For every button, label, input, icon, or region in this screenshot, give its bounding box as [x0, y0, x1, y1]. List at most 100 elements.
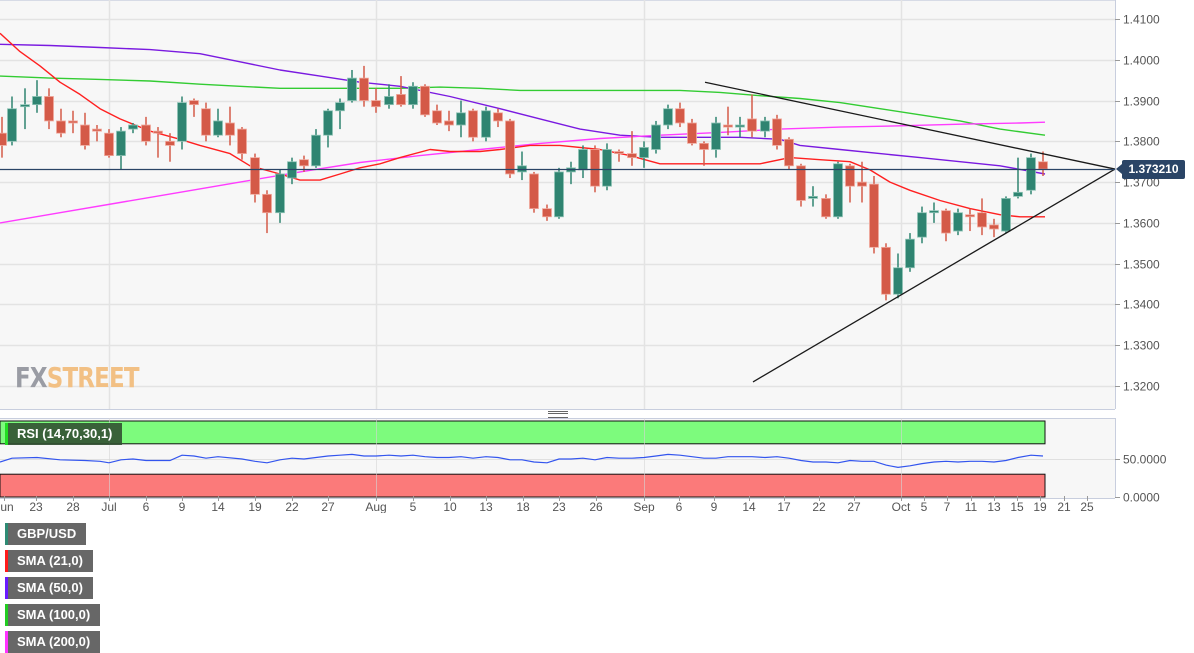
candle-body — [808, 195, 818, 199]
candle-body — [141, 124, 151, 142]
bearish-candle — [881, 243, 891, 301]
candle-body — [747, 118, 757, 132]
date-x-axis: Jun 23 28 Jul 6 9 14 19 22 27 Aug 5 10 13 18 23 26 Sep 6 9 1… — [0, 496, 1115, 514]
bearish-candle — [420, 84, 430, 117]
price-chart[interactable]: 1.4100 1.4000 1.3900 1.3800 1.3700 1.3600 1.35… — [0, 0, 1194, 514]
bearish-candle — [784, 137, 794, 170]
x-tick-label: 27 — [847, 500, 861, 513]
bullish-candle — [335, 98, 345, 130]
candle-body — [833, 163, 843, 218]
candle-body — [56, 120, 66, 134]
bullish-candle — [1013, 157, 1023, 199]
candle-body — [590, 149, 600, 187]
bullish-candle — [1026, 153, 1036, 195]
bearish-candle — [396, 76, 406, 107]
candle-body — [116, 130, 126, 157]
candle-body — [723, 124, 733, 128]
candle-body — [554, 171, 564, 218]
candle-body — [201, 108, 211, 136]
legend-swatch — [5, 523, 8, 545]
upper-trendline — [704, 81, 1116, 170]
x-tick-label: 28 — [66, 500, 80, 513]
candle-body — [225, 122, 235, 136]
legend-item-sma21[interactable]: SMA (21,0) — [5, 550, 93, 572]
price-grid — [0, 0, 1115, 409]
bearish-candle — [614, 149, 624, 162]
bullish-candle — [456, 100, 466, 138]
bearish-candle — [989, 218, 999, 238]
bullish-candle — [275, 169, 285, 223]
bearish-candle — [44, 88, 54, 130]
candle-body — [699, 142, 709, 150]
candle-body — [989, 224, 999, 230]
bullish-candle — [7, 96, 17, 146]
x-tick-label: 13 — [987, 500, 1001, 513]
pane-resize-handle[interactable] — [548, 411, 568, 418]
candle-body — [1001, 198, 1011, 232]
candle-body — [651, 124, 661, 150]
bearish-candle — [141, 116, 151, 146]
bearish-candle — [237, 127, 247, 160]
bearish-candle — [821, 194, 831, 219]
bearish-candle — [772, 114, 782, 150]
candle-body — [941, 210, 951, 234]
bullish-candle — [663, 104, 673, 130]
candle-body — [735, 124, 745, 128]
x-tick-label: 23 — [552, 500, 566, 513]
candle-body — [347, 77, 357, 101]
y-tick-label: 1.4100 — [1123, 13, 1160, 27]
fxstreet-logo: FXSTREET — [15, 361, 140, 394]
legend-item-sma200[interactable]: SMA (200,0) — [5, 631, 101, 653]
candle-body — [602, 149, 612, 187]
bullish-candle — [651, 120, 661, 154]
legend-item-sma50[interactable]: SMA (50,0) — [5, 577, 93, 599]
legend-item-sma100[interactable]: SMA (100,0) — [5, 604, 101, 626]
x-tick-label: 9 — [711, 500, 718, 513]
candle-body — [1013, 191, 1023, 197]
candle-body — [639, 147, 649, 159]
candle-body — [760, 120, 770, 132]
rsi-polyline — [0, 453, 1044, 469]
candle-body — [687, 122, 697, 144]
bearish-candle — [542, 204, 552, 221]
bullish-candle — [554, 167, 564, 219]
candle-body — [893, 267, 903, 295]
candle-body — [432, 110, 442, 124]
bearish-candle — [869, 175, 879, 254]
bearish-candle — [165, 133, 175, 162]
logo-street: STREET — [46, 361, 140, 394]
bearish-candle — [189, 98, 199, 117]
y-tick-label: 1.4000 — [1123, 54, 1160, 68]
bullish-candle — [953, 208, 963, 236]
legend-swatch — [5, 550, 8, 572]
candle-body — [20, 104, 30, 108]
candle-body — [1038, 161, 1048, 170]
rsi-oversold-zone — [0, 473, 1046, 498]
candle-body — [299, 159, 309, 167]
x-tick-label: 13 — [479, 500, 493, 513]
legend-item-symbol[interactable]: GBP/USD — [5, 523, 87, 545]
candle-body — [44, 96, 54, 122]
bullish-candle — [639, 141, 649, 168]
y-tick-label: 1.3400 — [1123, 298, 1160, 312]
x-tick-label: Oct — [892, 500, 911, 513]
y-tick-label: 1.3300 — [1123, 339, 1160, 353]
candle-body — [542, 208, 552, 218]
bullish-candle — [481, 106, 491, 142]
candle-body — [905, 238, 915, 269]
bearish-candle — [80, 112, 90, 150]
candle-body — [92, 128, 102, 132]
candle-body — [384, 96, 394, 106]
bearish-candle — [432, 104, 442, 126]
rsi-zones — [0, 420, 1046, 498]
candle-body — [456, 112, 466, 126]
x-tick-label: 14 — [742, 500, 756, 513]
bearish-candle — [529, 171, 539, 213]
bearish-candle — [359, 65, 369, 107]
bullish-candle — [893, 253, 903, 299]
rsi-legend[interactable]: RSI (14,70,30,1) — [5, 423, 123, 445]
bearish-candle — [153, 127, 163, 158]
bearish-candle — [796, 163, 806, 207]
bearish-candle — [845, 163, 855, 203]
legend-label: SMA (100,0) — [17, 607, 91, 622]
